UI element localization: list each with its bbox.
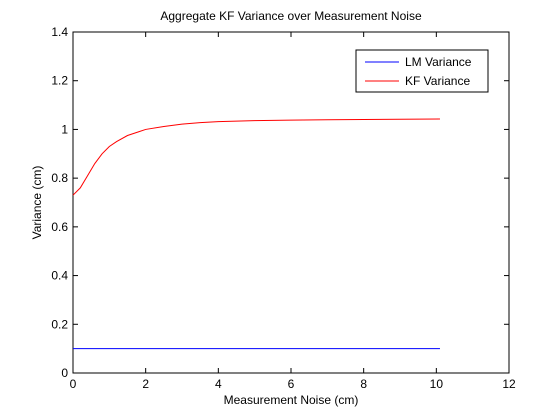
y-tick-label: 1 (61, 122, 68, 136)
chart-title: Aggregate KF Variance over Measurement N… (160, 9, 422, 23)
x-tick-label: 0 (70, 377, 77, 391)
legend-label-kf-variance: KF Variance (405, 74, 470, 88)
y-tick-label: 0.4 (51, 269, 68, 283)
x-tick-label: 12 (502, 377, 516, 391)
y-tick-label: 0.2 (51, 317, 68, 331)
legend-label-lm-variance: LM Variance (405, 55, 472, 69)
legend: LM Variance KF Variance (356, 50, 488, 92)
y-tick-label: 0 (61, 366, 68, 380)
y-tick-label: 1.2 (51, 74, 68, 88)
y-tick-label: 0.8 (51, 171, 68, 185)
x-axis-label: Measurement Noise (cm) (224, 393, 359, 407)
y-tick-label: 1.4 (51, 25, 68, 39)
x-tick-label: 4 (215, 377, 222, 391)
x-tick-label: 10 (430, 377, 444, 391)
x-tick-label: 6 (288, 377, 295, 391)
y-tick-label: 0.6 (51, 220, 68, 234)
x-tick-label: 2 (142, 377, 149, 391)
y-axis-label: Variance (cm) (30, 166, 44, 240)
x-tick-label: 8 (360, 377, 367, 391)
